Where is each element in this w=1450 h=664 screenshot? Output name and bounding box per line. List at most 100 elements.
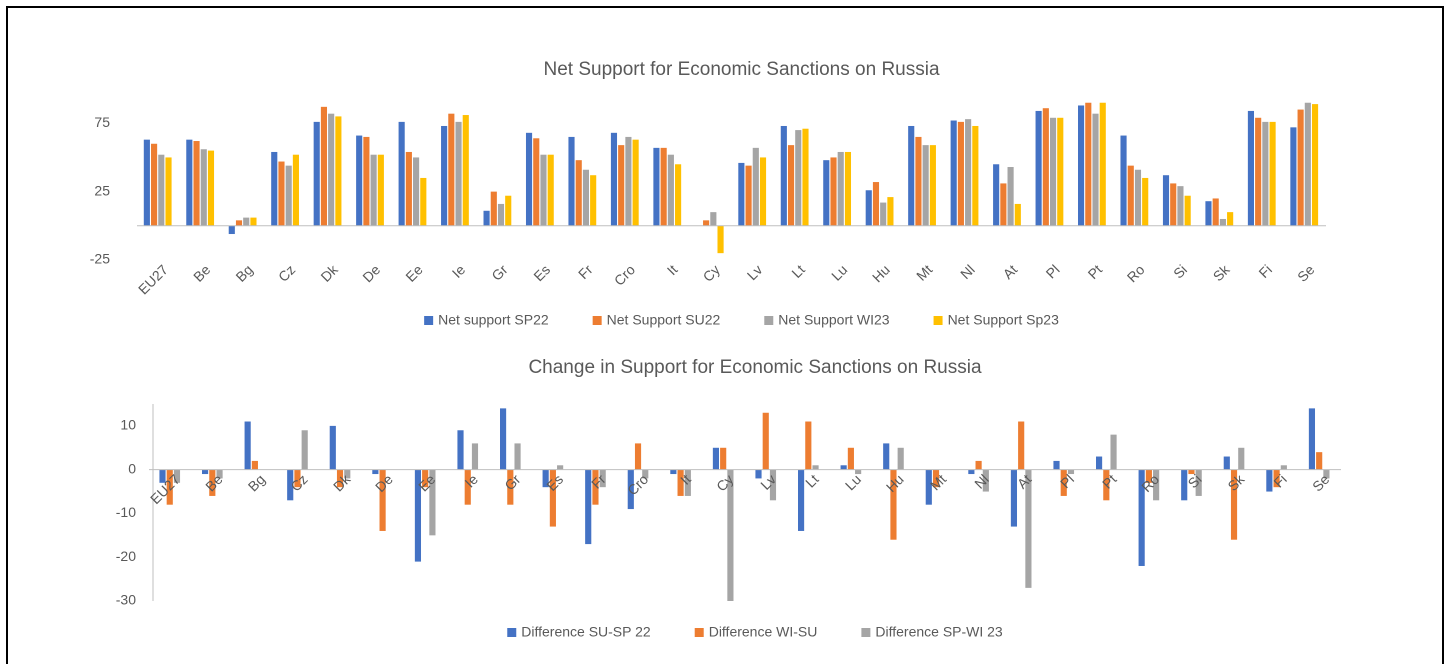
bar [1025, 469, 1032, 588]
bar [1311, 104, 1319, 226]
bar [1134, 169, 1142, 226]
bar [377, 154, 384, 226]
bar [950, 120, 957, 226]
bar [1323, 469, 1330, 479]
bar [925, 469, 932, 505]
bar [837, 151, 844, 226]
bar [514, 443, 521, 470]
bar [455, 121, 462, 226]
bar [158, 154, 165, 226]
frame [6, 6, 1444, 664]
bar [1280, 465, 1287, 470]
bar [414, 469, 422, 562]
bar [738, 162, 745, 226]
bar [660, 147, 667, 226]
bar [762, 412, 769, 470]
bar [1120, 135, 1127, 226]
bar [585, 469, 592, 545]
bar [712, 447, 720, 470]
bar [143, 139, 150, 226]
bar [1010, 469, 1018, 527]
bar [1060, 469, 1067, 496]
legend-label: Net Support SU22 [607, 312, 721, 328]
bar [490, 191, 497, 226]
bar [413, 157, 420, 226]
bar [251, 460, 258, 470]
bar [1219, 218, 1226, 226]
bar [462, 115, 469, 226]
bar [634, 443, 642, 470]
bar [798, 469, 805, 531]
bar [975, 460, 982, 470]
bar [1304, 102, 1311, 226]
bar [703, 220, 710, 226]
bar [1316, 452, 1323, 470]
bar [533, 138, 540, 226]
bar [166, 469, 173, 505]
bar [755, 469, 762, 479]
bar [1247, 110, 1255, 226]
bar [880, 202, 887, 226]
bar [216, 469, 223, 479]
bar [335, 116, 342, 226]
bar [642, 469, 649, 479]
bar [855, 469, 862, 475]
bar [507, 469, 514, 505]
bar [922, 145, 929, 226]
chart-title: Change in Support for Economic Sanctions… [528, 357, 982, 378]
bar [887, 197, 894, 226]
bar [228, 225, 235, 235]
bar [1007, 167, 1014, 226]
bar [610, 132, 618, 226]
legend-label: Difference WI-SU [709, 624, 818, 640]
bar [1227, 212, 1234, 226]
bar [1042, 108, 1049, 226]
bar [1205, 201, 1212, 226]
bar [957, 121, 964, 226]
bar [932, 469, 940, 488]
bar [1078, 105, 1085, 226]
bar [294, 469, 301, 488]
bar [159, 469, 166, 483]
legend-label: Net Support Sp23 [948, 312, 1060, 328]
legend-label: Difference SU-SP 22 [521, 624, 651, 640]
bar [525, 132, 533, 226]
bar [1103, 469, 1110, 501]
bar [193, 141, 200, 226]
bar [1255, 117, 1262, 226]
bar [805, 421, 812, 470]
bar [599, 469, 606, 488]
bar [344, 469, 351, 479]
bar [505, 195, 512, 226]
bar [1297, 109, 1304, 226]
bar [1230, 469, 1238, 540]
bar [287, 469, 294, 501]
bar [872, 182, 880, 226]
bar [890, 469, 897, 540]
bar [582, 169, 590, 226]
bar [1000, 183, 1007, 226]
bar [590, 175, 597, 226]
bar [667, 154, 674, 226]
y-tick-label: 75 [94, 114, 110, 130]
y-tick-label: 25 [94, 182, 110, 198]
bar [372, 469, 379, 475]
bar [759, 157, 767, 226]
bar [982, 469, 989, 492]
bar [398, 121, 405, 226]
bar [653, 147, 660, 226]
bar [675, 164, 682, 226]
bar [497, 203, 505, 226]
bar [627, 469, 634, 510]
y-tick-label: -25 [90, 251, 110, 267]
bar [1127, 165, 1134, 226]
bar [1266, 469, 1273, 492]
bar [684, 469, 691, 496]
legend-swatch [861, 628, 871, 637]
bar [823, 160, 830, 226]
bar [720, 447, 727, 470]
bar [336, 469, 344, 488]
bar [1212, 198, 1219, 226]
legend-label: Net Support WI23 [778, 312, 889, 328]
legend-label: Net support SP22 [438, 312, 549, 328]
